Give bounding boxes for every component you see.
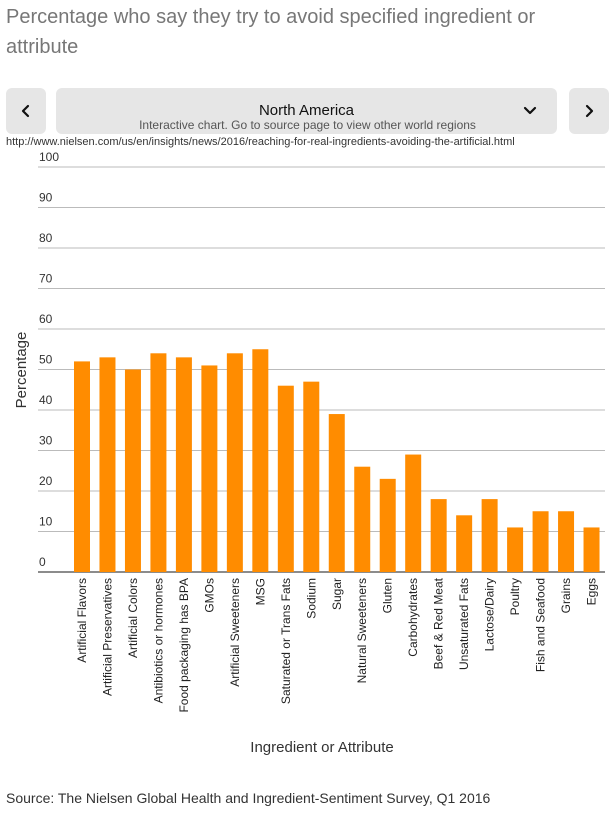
bar (583, 527, 600, 572)
y-tick-label: 70 (39, 272, 53, 286)
y-tick-label: 80 (39, 231, 53, 245)
y-tick-label: 20 (39, 474, 53, 488)
y-tick-label: 90 (39, 191, 53, 205)
x-tick-label: Food packaging has BPA (177, 578, 191, 713)
chevron-left-icon (21, 104, 30, 118)
bar (303, 381, 320, 572)
bar (252, 349, 269, 572)
x-tick-label: Artificial Flavors (75, 578, 89, 663)
x-tick-label: Grains (559, 578, 573, 613)
x-tick-label: Artificial Sweeteners (228, 578, 242, 687)
previous-region-button[interactable] (6, 88, 46, 134)
x-tick-label: GMOs (202, 578, 216, 613)
x-tick-label: Natural Sweeteners (355, 578, 369, 683)
x-tick-label: Sodium (304, 578, 318, 619)
region-selected-label: North America (258, 102, 355, 119)
y-tick-label: 50 (39, 353, 53, 367)
bar-chart: 0 10 20 30 40 50 60 70 80 90 100 Artificial Flavor… (13, 150, 605, 756)
x-tick-label: MSG (253, 578, 267, 605)
bar (558, 511, 575, 572)
bar (354, 466, 371, 572)
y-tick-label: 40 (39, 393, 53, 407)
y-tick-labels: 0 10 20 30 40 50 60 70 80 90 100 (39, 150, 59, 569)
bars (74, 349, 600, 572)
bar (226, 353, 243, 572)
source-url-link[interactable]: http://www.nielsen.com/us/en/insights/ne… (6, 136, 515, 148)
grid-lines (38, 166, 605, 573)
x-tick-label: Beef & Red Meat (432, 577, 446, 669)
bar (175, 357, 192, 572)
x-tick-label: Lactose/Dairy (483, 578, 497, 651)
y-tick-label: 60 (39, 312, 53, 326)
bar (74, 361, 90, 572)
region-hint-text: Interactive chart. Go to source page to … (139, 118, 476, 132)
x-tick-label: Eggs (585, 578, 599, 605)
bar (507, 527, 524, 572)
x-tick-label: Antibiotics or hormones (151, 578, 165, 703)
bar (481, 499, 498, 572)
bar (405, 454, 422, 572)
chevron-right-icon (585, 104, 594, 118)
bar (201, 365, 218, 572)
chart-title: Percentage who say they try to avoid spe… (6, 6, 536, 58)
bar (99, 357, 116, 572)
x-tick-label: Saturated or Trans Fats (279, 578, 293, 704)
x-tick-label: Carbohydrates (406, 578, 420, 657)
y-tick-label: 10 (39, 515, 53, 529)
region-dropdown[interactable]: North America (56, 88, 557, 134)
x-tick-label: Artificial Colors (126, 578, 140, 658)
bar (150, 353, 167, 572)
chevron-down-icon (523, 106, 537, 115)
x-tick-labels: Artificial Flavors Artificial Preservativ… (75, 577, 599, 712)
y-tick-label: 0 (39, 555, 46, 569)
bar (456, 515, 473, 572)
bar (532, 511, 549, 572)
bar (328, 414, 345, 572)
y-tick-label: 100 (39, 150, 59, 164)
x-tick-label: Artificial Preservatives (100, 578, 114, 696)
x-tick-label: Sugar (330, 578, 344, 610)
x-axis-label: Ingredient or Attribute (250, 739, 393, 756)
x-tick-label: Poultry (508, 578, 522, 615)
y-tick-label: 30 (39, 434, 53, 448)
bar (430, 499, 447, 572)
bar (277, 385, 294, 572)
x-tick-label: Unsaturated Fats (457, 578, 471, 670)
x-tick-label: Gluten (381, 578, 395, 613)
x-tick-label: Fish and Seafood (534, 578, 548, 672)
bar (379, 478, 396, 572)
source-note: Source: The Nielsen Global Health and In… (6, 790, 491, 806)
y-axis-label: Percentage (13, 332, 30, 409)
bar (124, 369, 141, 572)
next-region-button[interactable] (569, 88, 609, 134)
